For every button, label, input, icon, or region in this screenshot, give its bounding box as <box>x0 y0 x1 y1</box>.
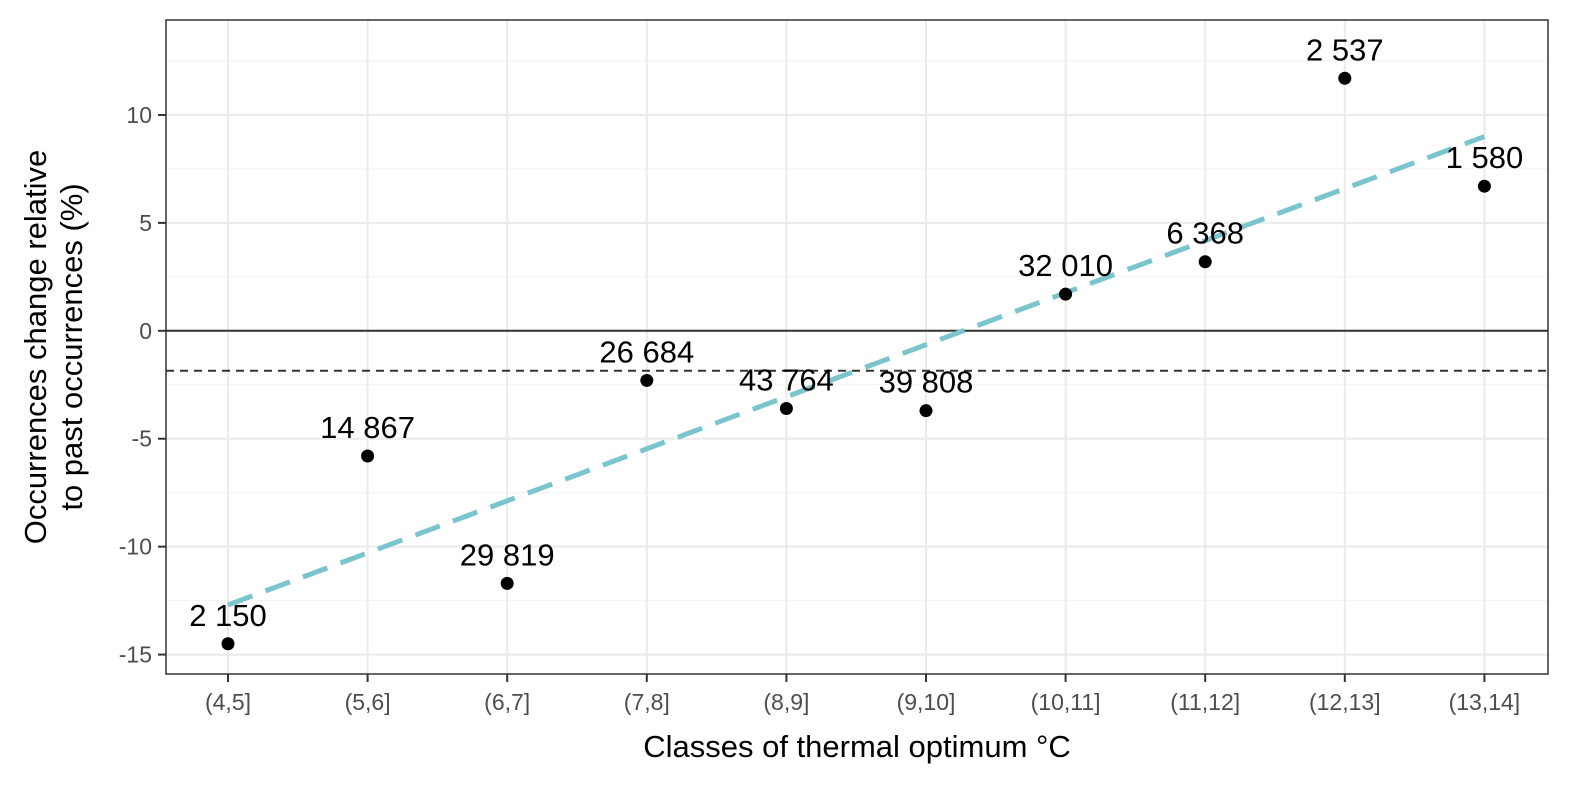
x-tick-label: (9,10] <box>897 689 956 715</box>
plot-panel <box>166 20 1548 674</box>
x-axis: (4,5] (5,6] (6,7] (7,8] (8,9] (9,10] (10,11] (1… <box>205 674 1520 715</box>
y-tick-label: -5 <box>132 426 152 452</box>
plot-border <box>165 19 1549 675</box>
data-label: 32 010 <box>1018 248 1113 283</box>
data-label: 2 150 <box>189 598 267 633</box>
data-points <box>221 71 1491 651</box>
trend-line-segment <box>227 134 1486 608</box>
x-tick-label: (4,5] <box>205 689 251 715</box>
trend-line <box>227 134 1486 608</box>
data-label: 29 819 <box>460 537 555 572</box>
x-tick-label: (5,6] <box>345 689 391 715</box>
y-tick-label: 5 <box>139 210 152 236</box>
data-label: 14 867 <box>320 410 415 445</box>
data-label: 6 368 <box>1166 216 1244 251</box>
data-point <box>640 373 654 387</box>
y-axis: -15 -10 -5 0 5 10 <box>119 102 166 668</box>
y-tick-label: -15 <box>119 642 152 668</box>
reference-lines <box>166 329 1548 372</box>
x-tick-label: (11,12] <box>1170 689 1240 715</box>
data-labels: 2 150 14 867 29 819 26 684 43 764 39 808 32 01… <box>189 32 1523 633</box>
data-point <box>1059 287 1073 301</box>
y-tick-label: -10 <box>119 534 152 560</box>
x-tick-label: (7,8] <box>624 689 670 715</box>
y-axis-title: Occurrences change relative to past occu… <box>18 150 89 545</box>
data-point <box>500 576 514 590</box>
y-tick-label: 10 <box>126 102 152 128</box>
data-label: 43 764 <box>739 363 834 398</box>
data-label: 26 684 <box>599 334 694 369</box>
y-axis-title-line-1: Occurrences change relative <box>18 150 53 545</box>
data-label: 1 580 <box>1446 140 1524 175</box>
x-tick-label: (13,14] <box>1449 689 1521 715</box>
data-label: 39 808 <box>879 365 974 400</box>
data-point <box>919 404 933 418</box>
y-axis-title-line-2: to past occurrences (%) <box>54 183 89 510</box>
grid-minor <box>166 60 1548 602</box>
x-tick-label: (10,11] <box>1031 689 1101 715</box>
x-tick-label: (12,13] <box>1309 689 1381 715</box>
data-point <box>1338 71 1352 85</box>
data-point <box>361 449 375 463</box>
data-label: 2 537 <box>1306 32 1384 67</box>
x-tick-label: (8,9] <box>763 689 809 715</box>
x-tick-label: (6,7] <box>484 689 530 715</box>
data-point <box>779 402 793 416</box>
data-point <box>221 637 235 651</box>
data-point <box>1198 255 1212 269</box>
x-axis-title: Classes of thermal optimum °C <box>643 729 1071 764</box>
data-point <box>1477 179 1491 193</box>
y-tick-label: 0 <box>139 318 152 344</box>
